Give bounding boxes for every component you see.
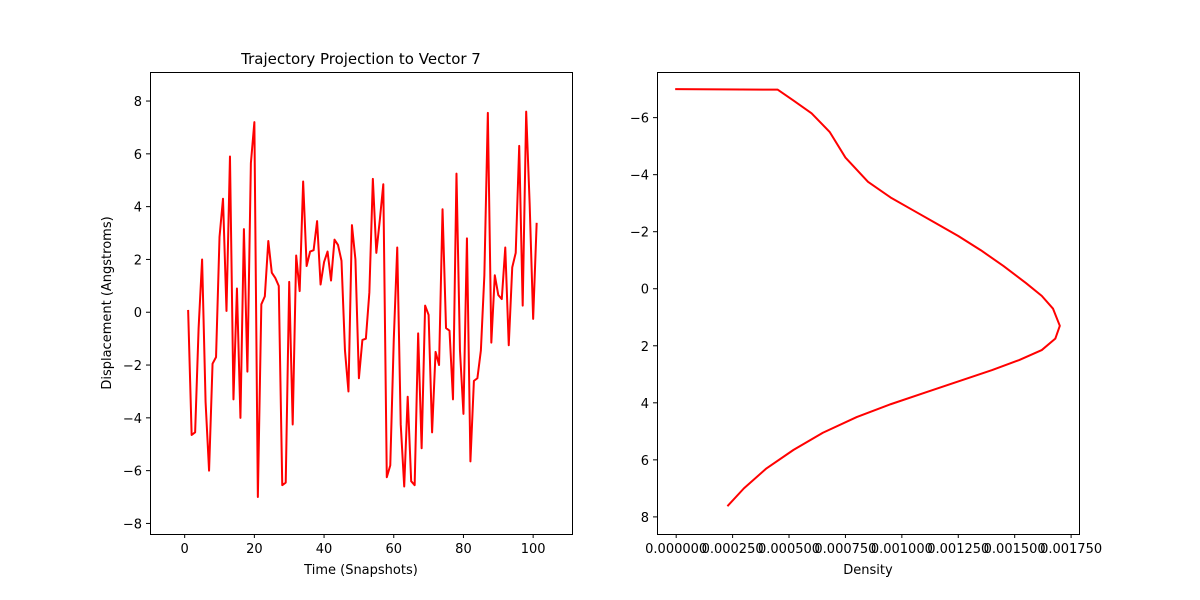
left-y-axis-label: Displacement (Angstroms) bbox=[100, 216, 115, 389]
left-chart-title: Trajectory Projection to Vector 7 bbox=[240, 50, 481, 68]
left-y-tick-label: 2 bbox=[134, 253, 142, 268]
right-y-tick-label: 4 bbox=[641, 397, 649, 412]
left-y-tick-label: 0 bbox=[134, 306, 142, 321]
right-x-tick-label: 0.001500 bbox=[984, 542, 1046, 557]
right-chart-ticks: 0.0000000.0002500.0005000.0007500.001000… bbox=[630, 112, 1102, 557]
right-x-tick-label: 0.001750 bbox=[1040, 542, 1102, 557]
right-series-line bbox=[675, 88, 1061, 507]
left-x-tick-label: 0 bbox=[181, 542, 189, 557]
left-x-tick-label: 60 bbox=[385, 542, 402, 557]
left-x-axis-label: Time (Snapshots) bbox=[303, 563, 418, 578]
left-y-tick-label: 6 bbox=[134, 148, 142, 163]
right-y-tick-label: 8 bbox=[641, 511, 649, 526]
right-x-tick-label: 0.000250 bbox=[702, 542, 764, 557]
left-chart: Trajectory Projection to Vector 7 0 20 40 6… bbox=[100, 50, 573, 578]
left-y-tick-label: 8 bbox=[134, 95, 142, 110]
left-x-tick-label: 20 bbox=[246, 542, 263, 557]
left-y-tick-label: −8 bbox=[123, 517, 142, 532]
left-x-tick-label: 80 bbox=[455, 542, 472, 557]
left-series-line bbox=[187, 110, 538, 499]
left-x-tick-label: 40 bbox=[316, 542, 333, 557]
right-x-tick-label: 0.001250 bbox=[927, 542, 989, 557]
right-x-tick-label: 0.000000 bbox=[645, 542, 707, 557]
right-x-axis-label: Density bbox=[843, 563, 893, 578]
right-x-tick-label: 0.000750 bbox=[814, 542, 876, 557]
left-x-tick-label: 100 bbox=[521, 542, 546, 557]
right-plot-frame bbox=[657, 72, 1080, 535]
left-chart-ticks: 0 20 40 60 80 100 −8 −6 −4 −2 0 2 4 6 8 bbox=[123, 95, 546, 557]
right-y-tick-label: 0 bbox=[641, 283, 649, 298]
right-y-tick-label: −2 bbox=[630, 226, 649, 241]
left-y-tick-label: −2 bbox=[123, 359, 142, 374]
right-chart: 0.0000000.0002500.0005000.0007500.001000… bbox=[630, 72, 1102, 578]
right-y-tick-label: −4 bbox=[630, 169, 649, 184]
left-y-tick-label: 4 bbox=[134, 201, 142, 216]
right-x-tick-label: 0.000500 bbox=[758, 542, 820, 557]
left-y-tick-label: −6 bbox=[123, 465, 142, 480]
right-y-tick-label: −6 bbox=[630, 112, 649, 127]
right-x-tick-label: 0.001000 bbox=[871, 542, 933, 557]
right-y-tick-label: 6 bbox=[641, 454, 649, 469]
left-plot-frame bbox=[150, 72, 573, 535]
left-y-tick-label: −4 bbox=[123, 412, 142, 427]
right-y-tick-label: 2 bbox=[641, 340, 649, 355]
